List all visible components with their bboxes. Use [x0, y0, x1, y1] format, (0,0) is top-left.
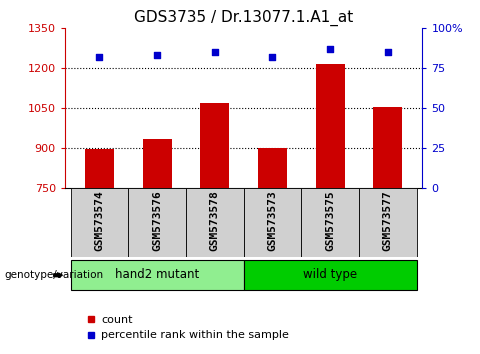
Bar: [316, 64, 345, 354]
Bar: [71, 188, 128, 257]
Bar: [85, 149, 114, 354]
Bar: [258, 148, 287, 354]
Text: genotype/variation: genotype/variation: [5, 270, 104, 280]
Text: GSM573578: GSM573578: [210, 190, 220, 251]
Bar: [244, 260, 417, 290]
Bar: [244, 188, 301, 257]
Text: GSM573577: GSM573577: [383, 190, 393, 251]
Bar: [71, 260, 244, 290]
Bar: [359, 188, 417, 257]
Point: [96, 54, 103, 60]
Bar: [301, 188, 359, 257]
Text: hand2 mutant: hand2 mutant: [115, 268, 199, 281]
Text: GSM573573: GSM573573: [267, 190, 277, 251]
Point: [211, 50, 218, 55]
Bar: [200, 103, 229, 354]
Point: [153, 53, 161, 58]
Point: [269, 54, 276, 60]
Bar: [373, 107, 402, 354]
Text: GSM573575: GSM573575: [325, 190, 335, 251]
Bar: [143, 138, 171, 354]
Text: wild type: wild type: [303, 268, 357, 281]
Title: GDS3735 / Dr.13077.1.A1_at: GDS3735 / Dr.13077.1.A1_at: [134, 9, 353, 25]
Bar: [128, 188, 186, 257]
Bar: [186, 188, 244, 257]
Point: [384, 50, 392, 55]
Point: [326, 46, 334, 52]
Text: GSM573574: GSM573574: [95, 190, 105, 251]
Text: GSM573576: GSM573576: [152, 190, 162, 251]
Legend: count, percentile rank within the sample: count, percentile rank within the sample: [83, 310, 294, 345]
